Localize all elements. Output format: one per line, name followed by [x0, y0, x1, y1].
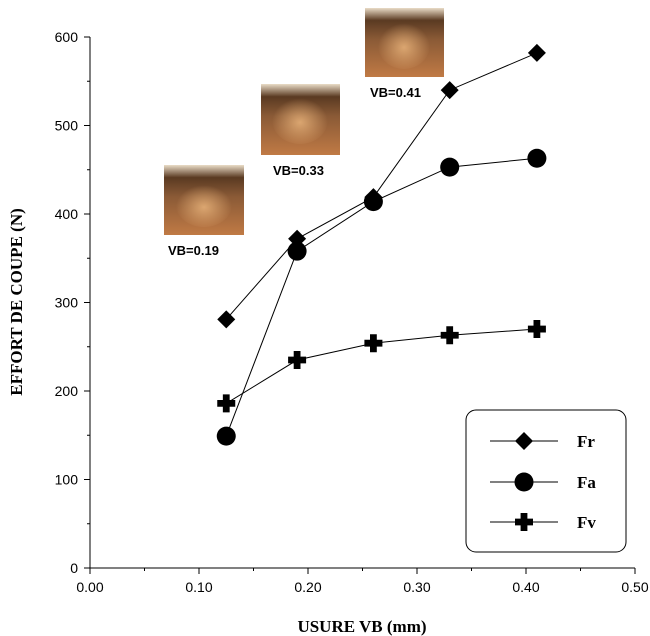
x-tick-label: 0.50 [621, 579, 648, 595]
x-axis-title: USURE VB (mm) [297, 617, 426, 636]
wear-photo-3 [365, 8, 444, 77]
data-point-fa [287, 241, 307, 261]
legend-marker-fv [515, 513, 533, 531]
legend: Fr Fa Fv [490, 432, 596, 532]
data-point-fv [527, 320, 546, 339]
y-tick-label: 400 [55, 206, 79, 222]
x-axis-ticks: 0.00 0.10 0.20 0.30 0.40 0.50 [76, 568, 649, 595]
wear-photo-2 [261, 84, 340, 155]
y-tick-label: 100 [55, 472, 79, 488]
legend-item-fa: Fa [490, 472, 596, 492]
data-point-fa [440, 157, 460, 177]
photo-label-vb-019: VB=0.19 [168, 243, 219, 258]
data-point-fv [217, 394, 236, 413]
legend-label-fv: Fv [577, 513, 596, 532]
y-tick-label: 500 [55, 118, 79, 134]
x-tick-label: 0.30 [403, 579, 430, 595]
x-tick-label: 0.20 [294, 579, 321, 595]
data-point-fa [363, 192, 383, 212]
legend-marker-fr [515, 432, 533, 450]
photo-label-vb-033: VB=0.33 [273, 163, 324, 178]
legend-item-fr: Fr [490, 432, 595, 451]
legend-marker-fa [514, 472, 534, 492]
x-tick-label: 0.10 [185, 579, 212, 595]
y-axis-title: EFFORT DE COUPE (N) [7, 208, 26, 396]
data-point-fa [216, 426, 236, 446]
x-tick-label: 0.40 [512, 579, 539, 595]
photo-label-vb-041: VB=0.41 [370, 85, 421, 100]
wear-photo-1 [164, 165, 244, 235]
y-tick-label: 200 [55, 383, 79, 399]
legend-item-fv: Fv [490, 513, 596, 532]
legend-box [465, 409, 627, 553]
data-point-fv [364, 334, 383, 353]
data-point-fv [288, 351, 307, 370]
y-axis-ticks: 0 100 200 300 400 500 600 [55, 29, 90, 576]
data-point-fr [217, 310, 236, 329]
series-fa [216, 148, 547, 446]
legend-label-fa: Fa [577, 473, 596, 492]
series-layer [216, 43, 547, 446]
series-fv [217, 320, 546, 413]
data-point-fa [527, 148, 547, 168]
y-tick-label: 600 [55, 29, 79, 45]
data-point-fr [527, 43, 546, 62]
y-tick-label: 300 [55, 295, 79, 311]
data-point-fv [440, 326, 459, 345]
x-tick-label: 0.00 [76, 579, 103, 595]
y-tick-label: 0 [70, 560, 78, 576]
data-point-fr [440, 81, 459, 100]
legend-label-fr: Fr [577, 432, 595, 451]
